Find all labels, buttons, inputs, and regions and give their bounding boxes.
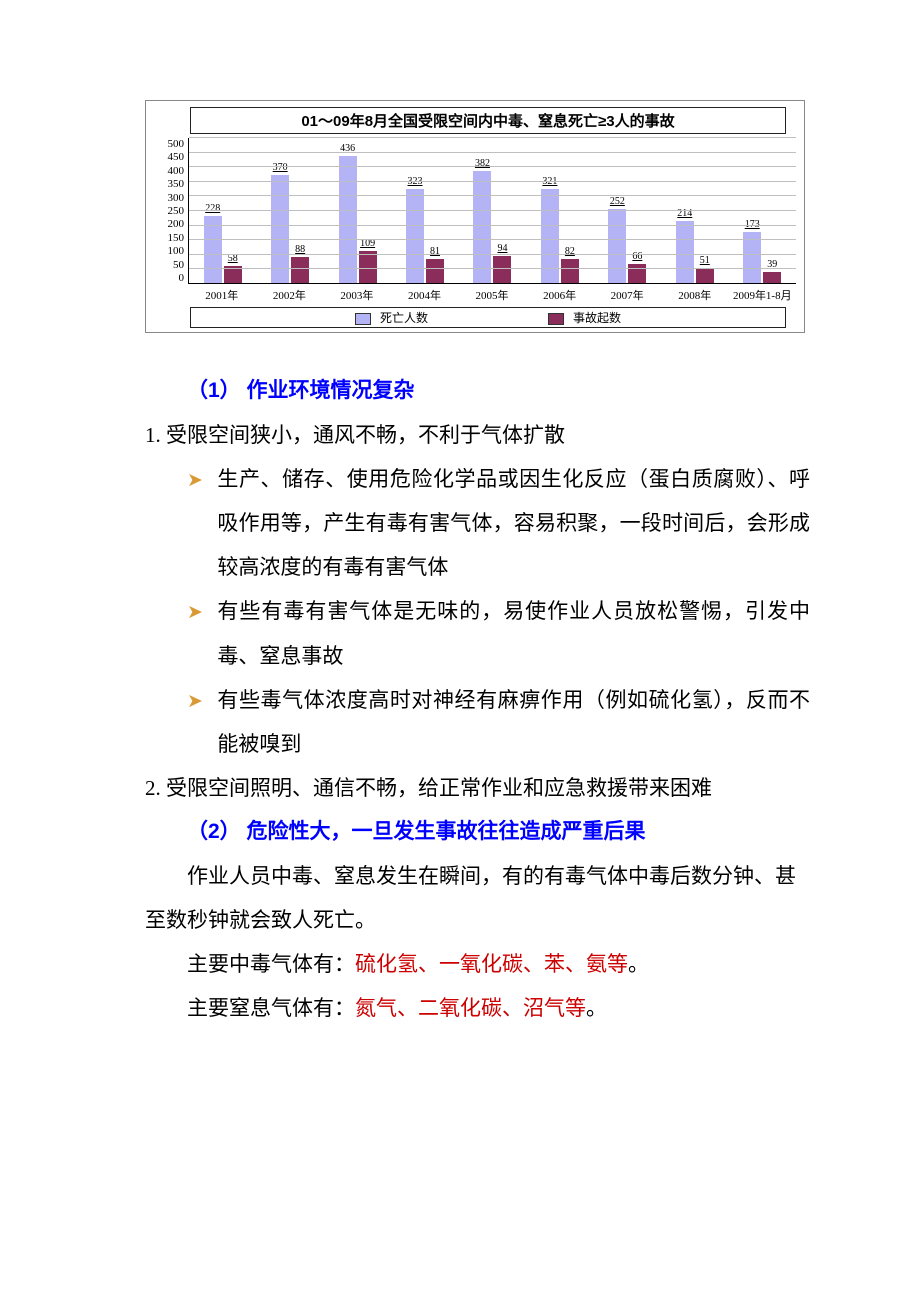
bullet-arrow-icon: ➤ [187, 457, 217, 589]
p2-gases: 硫化氢、一氧化碳、苯、氨等 [355, 952, 628, 976]
para-2-3: 主要窒息气体有：氮气、二氧化碳、沼气等。 [145, 986, 810, 1030]
incidents-chart: 01～09年8月全国受限空间内中毒、窒息死亡≥3人的事故 50045040035… [145, 100, 805, 333]
bullet-3: ➤ 有些毒气体浓度高时对神经有麻痹作用（例如硫化氢），反而不能被嗅到 [187, 678, 810, 766]
legend-swatch-deaths [355, 313, 371, 325]
legend-label-incidents: 事故起数 [573, 311, 621, 325]
line-2: 2. 受限空间照明、通信不畅，给正常作业和应急救援带来困难 [145, 766, 810, 810]
heading-1: （1） 作业环境情况复杂 [187, 369, 810, 413]
para-2-2: 主要中毒气体有：硫化氢、一氧化碳、苯、氨等。 [145, 942, 810, 986]
line-1: 1. 受限空间狭小，通风不畅，不利于气体扩散 [145, 413, 810, 457]
bullet-arrow-icon: ➤ [187, 589, 217, 677]
p2-prefix: 主要中毒气体有： [187, 952, 355, 976]
bullet-arrow-icon: ➤ [187, 678, 217, 766]
chart-title: 01～09年8月全国受限空间内中毒、窒息死亡≥3人的事故 [190, 107, 786, 134]
legend-label-deaths: 死亡人数 [380, 311, 428, 325]
plot-area: 2285837088436109323813829432182252662145… [188, 138, 796, 284]
p2-suffix: 。 [628, 952, 649, 976]
bullet-2-text: 有些有毒有害气体是无味的，易使作业人员放松警惕，引发中毒、窒息事故 [217, 589, 810, 677]
legend-item-incidents: 事故起数 [548, 309, 621, 326]
p3-gases: 氮气、二氧化碳、沼气等 [355, 996, 586, 1020]
bullet-1-text: 生产、储存、使用危险化学品或因生化反应（蛋白质腐败）、呼吸作用等，产生有毒有害气… [217, 457, 810, 589]
y-axis: 500450400350300250200150100500 [154, 138, 184, 284]
p3-suffix: 。 [586, 996, 607, 1020]
bullet-1: ➤ 生产、储存、使用危险化学品或因生化反应（蛋白质腐败）、呼吸作用等，产生有毒有… [187, 457, 810, 589]
x-axis: 2001年2002年2003年2004年2005年2006年2007年2008年… [188, 284, 796, 303]
p3-prefix: 主要窒息气体有： [187, 996, 355, 1020]
legend-item-deaths: 死亡人数 [355, 309, 428, 326]
chart-legend: 死亡人数 事故起数 [190, 307, 786, 328]
bullet-2: ➤ 有些有毒有害气体是无味的，易使作业人员放松警惕，引发中毒、窒息事故 [187, 589, 810, 677]
bullet-3-text: 有些毒气体浓度高时对神经有麻痹作用（例如硫化氢），反而不能被嗅到 [217, 678, 810, 766]
document-body: （1） 作业环境情况复杂 1. 受限空间狭小，通风不畅，不利于气体扩散 ➤ 生产… [145, 369, 810, 1030]
heading-2: （2） 危险性大，一旦发生事故往往造成严重后果 [187, 810, 810, 854]
legend-swatch-incidents [548, 313, 564, 325]
para-2-1: 作业人员中毒、窒息发生在瞬间，有的有毒气体中毒后数分钟、甚至数秒钟就会致人死亡。 [145, 854, 810, 942]
